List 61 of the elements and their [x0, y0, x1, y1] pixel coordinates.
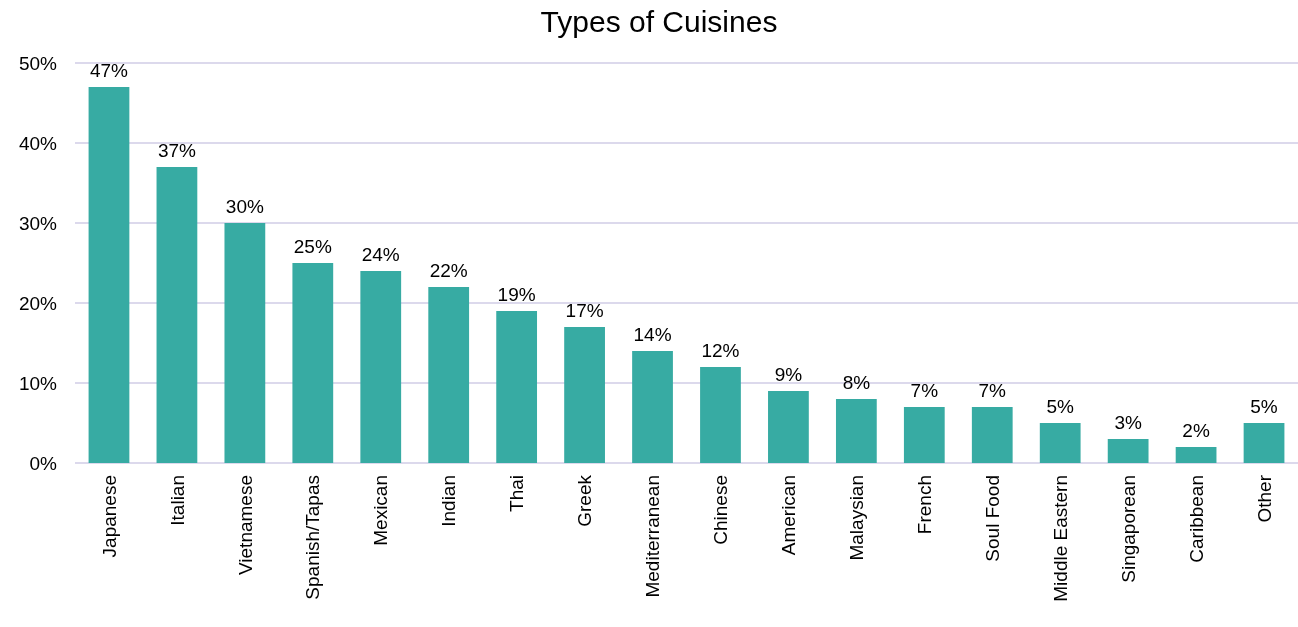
- bar: [835, 399, 877, 463]
- data-label: 30%: [225, 196, 264, 217]
- bar: [156, 167, 198, 463]
- y-tick-label: 30%: [18, 212, 58, 234]
- data-label: 19%: [497, 284, 536, 305]
- x-tick-label: Spanish/Tapas: [302, 475, 324, 600]
- x-tick-label: French: [913, 475, 935, 535]
- x-tick-label: Singaporean: [1117, 475, 1139, 583]
- data-label: 12%: [701, 340, 740, 361]
- bar: [564, 327, 605, 463]
- bar: [428, 287, 470, 463]
- bar: [1107, 439, 1149, 463]
- y-tick-label: 0%: [29, 452, 58, 474]
- x-tick-label: Italian: [166, 475, 188, 526]
- data-label: 24%: [361, 244, 400, 265]
- bar: [496, 311, 538, 463]
- bar: [768, 391, 809, 463]
- x-tick-label: Middle Eastern: [1049, 475, 1071, 602]
- data-label: 2%: [1182, 420, 1210, 441]
- x-tick-label: Greek: [574, 474, 596, 527]
- data-label: 8%: [842, 372, 871, 393]
- x-tick-label: Other: [1253, 474, 1275, 523]
- x-tick-label: Japanese: [98, 475, 120, 558]
- data-label: 5%: [1250, 396, 1278, 417]
- y-tick-label: 50%: [18, 52, 58, 74]
- data-label: 7%: [978, 380, 1007, 401]
- bar: [1039, 423, 1081, 463]
- data-label: 9%: [774, 364, 803, 385]
- data-label: 22%: [429, 260, 468, 281]
- data-label: 25%: [293, 236, 332, 257]
- x-tick-label: Mexican: [370, 475, 392, 546]
- chart-title: Types of Cuisines: [540, 5, 778, 38]
- x-tick-label: Indian: [438, 475, 460, 527]
- data-label: 3%: [1114, 412, 1142, 433]
- data-label: 37%: [157, 140, 197, 161]
- x-tick-label: Mediterranean: [642, 475, 664, 598]
- y-tick-label: 20%: [18, 292, 58, 314]
- x-tick-label: Chinese: [710, 475, 732, 545]
- x-tick-label: Soul Food: [981, 475, 1003, 562]
- x-tick-label: Caribbean: [1185, 475, 1207, 563]
- bar: [292, 263, 334, 463]
- data-label: 5%: [1046, 396, 1075, 417]
- data-label: 47%: [89, 60, 129, 81]
- bar: [88, 87, 130, 463]
- x-tick-label: Vietnamese: [234, 475, 256, 575]
- bar: [700, 367, 741, 463]
- bar: [1175, 447, 1217, 463]
- bar: [1243, 423, 1285, 463]
- x-tick-label: American: [778, 475, 800, 556]
- bar: [903, 407, 945, 463]
- bar: [360, 271, 402, 463]
- bar: [632, 351, 673, 463]
- y-tick-label: 40%: [18, 132, 58, 154]
- bar: [224, 223, 266, 463]
- data-label: 7%: [910, 380, 939, 401]
- bar: [971, 407, 1013, 463]
- x-tick-label: Malaysian: [846, 475, 868, 561]
- data-label: 17%: [565, 300, 604, 321]
- y-tick-label: 10%: [18, 372, 58, 394]
- data-label: 14%: [633, 324, 672, 345]
- x-tick-label: Thai: [506, 475, 528, 512]
